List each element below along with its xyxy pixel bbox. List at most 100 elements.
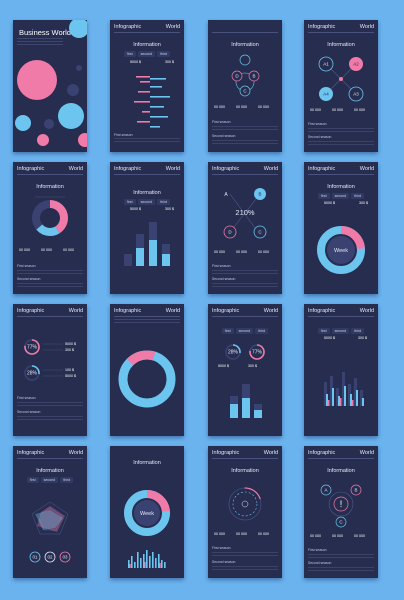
header-left: Infographic bbox=[17, 166, 45, 172]
tab-third[interactable]: third bbox=[60, 477, 74, 483]
header-right: World bbox=[68, 308, 83, 314]
second-season-label: Second season bbox=[212, 560, 236, 564]
radar-chart: 01 02 03 bbox=[29, 501, 71, 563]
header-left: Infographic bbox=[17, 308, 45, 314]
stat-d: 00 000 bbox=[214, 532, 225, 536]
page-week-donut: Infographic World Information first secon… bbox=[304, 162, 378, 294]
page-vertical-bars: Infographic World Information first secon… bbox=[110, 162, 184, 294]
header-right: World bbox=[165, 24, 180, 30]
many-bars-chart bbox=[324, 372, 364, 406]
cover-text-lines bbox=[17, 38, 63, 47]
page-big-ring: Infographic World bbox=[110, 304, 184, 436]
stat-a: 5000 $ bbox=[324, 201, 335, 205]
stat-c: 100 $ bbox=[65, 368, 74, 372]
stat-e: 00 000 bbox=[236, 105, 247, 109]
stat-a: 5000 $ bbox=[218, 364, 229, 368]
stat-e: 00 000 bbox=[236, 532, 247, 536]
section-title: Information bbox=[327, 468, 355, 474]
header-right: World bbox=[68, 450, 83, 456]
stat-e: 00 000 bbox=[236, 250, 247, 254]
header-right: World bbox=[165, 308, 180, 314]
node-d: D bbox=[228, 230, 232, 235]
stat-b: 300 $ bbox=[359, 201, 368, 205]
page-horizontal-bars: Infographic World Information first secon… bbox=[110, 20, 184, 152]
stat-f: 00 000 bbox=[354, 108, 365, 112]
tab-third[interactable]: third bbox=[157, 51, 171, 57]
page-progress-rings: Infographic World 77% 28% 5000 $ 300 $ 10… bbox=[13, 304, 87, 436]
stat-a2: 5000 $ bbox=[65, 374, 76, 378]
second-season-label: Second season bbox=[17, 277, 41, 281]
page-a1-a4-nodes: Infographic World Information A1 A2 A4 A3… bbox=[304, 20, 378, 152]
stat-d: 00 000 bbox=[19, 248, 30, 252]
tab-first[interactable]: first bbox=[317, 193, 330, 199]
tab-second[interactable]: second bbox=[331, 328, 350, 334]
tab-first[interactable]: first bbox=[26, 477, 39, 483]
node-b: B bbox=[354, 488, 357, 493]
tab-third[interactable]: third bbox=[157, 199, 171, 205]
stat-a: 5000 $ bbox=[65, 342, 76, 346]
circle-01: 01 bbox=[32, 555, 38, 560]
stat-b: 300 $ bbox=[165, 207, 174, 211]
page-many-bars: Infographic World first second third 5000… bbox=[304, 304, 378, 436]
node-d: D bbox=[235, 74, 239, 79]
node-c: C bbox=[243, 89, 247, 94]
circle-03: 03 bbox=[62, 555, 68, 560]
header-left: Infographic bbox=[308, 308, 336, 314]
tab-first[interactable]: first bbox=[221, 328, 234, 334]
section-title: Information bbox=[133, 42, 161, 48]
header-right: World bbox=[165, 166, 180, 172]
rings-bars-chart: 28% 77% bbox=[225, 344, 265, 418]
tab-second[interactable]: second bbox=[235, 328, 254, 334]
first-season-label: First season bbox=[308, 122, 327, 126]
page-alert-nodes: Infographic World Information ! A B C 00 … bbox=[304, 446, 378, 578]
node-a: A bbox=[224, 192, 228, 198]
first-season-label: First season bbox=[212, 120, 231, 124]
header-left: Infographic bbox=[212, 166, 240, 172]
tab-second[interactable]: second bbox=[137, 199, 156, 205]
page-rings-and-bars: Infographic World first second third 28% … bbox=[208, 304, 282, 436]
section-title: Information bbox=[133, 190, 161, 196]
node-b: B bbox=[258, 192, 261, 197]
header-left: Infographic bbox=[212, 308, 240, 314]
tab-first[interactable]: first bbox=[317, 328, 330, 334]
section-title: Information bbox=[133, 460, 161, 466]
cover-page: Business World bbox=[13, 20, 87, 152]
tab-third[interactable]: third bbox=[351, 193, 365, 199]
header-left: Infographic bbox=[114, 308, 142, 314]
node-a2: A2 bbox=[353, 62, 359, 67]
tab-second[interactable]: second bbox=[331, 193, 350, 199]
circular-gauge bbox=[228, 487, 262, 521]
header-left: Infographic bbox=[308, 166, 336, 172]
alert-icon: ! bbox=[340, 499, 343, 509]
tab-third[interactable]: third bbox=[255, 328, 269, 334]
abcd-diagram: D B C bbox=[231, 54, 260, 97]
second-season-label: Second season bbox=[212, 134, 236, 138]
section-title: Information bbox=[327, 42, 355, 48]
node-a: A bbox=[324, 488, 327, 493]
first-season-label: First season bbox=[308, 548, 327, 552]
percent-28: 28% bbox=[228, 350, 239, 356]
week-label: Week bbox=[334, 248, 348, 254]
tab-third[interactable]: third bbox=[351, 328, 365, 334]
header-left: Infographic bbox=[114, 24, 142, 30]
node-b: B bbox=[252, 74, 255, 79]
page-percent-nodes: Infographic World A B D C 210% 00 000 00 … bbox=[208, 162, 282, 294]
page-circular-gauge: Infographic World Information 00 000 00 0… bbox=[208, 446, 282, 578]
tab-second[interactable]: second bbox=[137, 51, 156, 57]
progress-rings: 77% 28% bbox=[24, 339, 63, 381]
a-nodes-diagram: A1 A2 A4 A3 bbox=[318, 56, 364, 102]
tab-first[interactable]: first bbox=[123, 199, 136, 205]
vertical-bar-chart bbox=[124, 222, 170, 266]
alert-nodes-diagram: ! A B C bbox=[320, 484, 362, 528]
horizontal-bar-chart bbox=[134, 76, 170, 128]
stat-e: 00 000 bbox=[41, 248, 52, 252]
tab-second[interactable]: second bbox=[40, 477, 59, 483]
stat-f: 00 000 bbox=[258, 250, 269, 254]
week-label: Week bbox=[140, 511, 154, 517]
week-histogram-chart: Week bbox=[124, 490, 170, 568]
first-season-label: First season bbox=[212, 264, 231, 268]
second-season-label: Second season bbox=[308, 135, 332, 139]
tab-first[interactable]: first bbox=[123, 51, 136, 57]
stat-b: 300 $ bbox=[65, 348, 74, 352]
stat-b: 300 $ bbox=[165, 60, 174, 64]
